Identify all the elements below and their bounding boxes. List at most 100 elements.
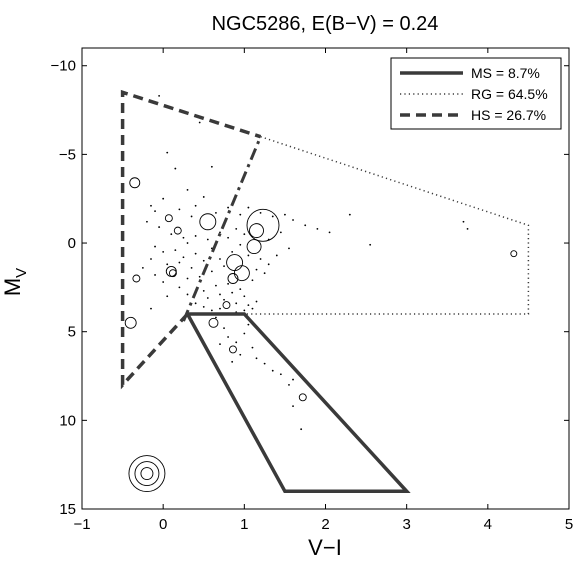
star-point xyxy=(271,369,274,372)
star-point xyxy=(210,165,213,168)
star-point xyxy=(154,245,156,248)
star-point xyxy=(231,251,234,253)
star-point xyxy=(190,215,193,218)
star-point xyxy=(186,277,189,280)
y-tick-label: −5 xyxy=(59,146,76,163)
star-point xyxy=(263,362,266,365)
star-point xyxy=(255,268,258,271)
star-circle xyxy=(227,273,239,284)
star-point xyxy=(369,243,372,246)
star-point xyxy=(150,204,152,207)
star-point xyxy=(174,167,177,170)
star-point xyxy=(186,188,189,191)
star-point xyxy=(231,360,234,363)
star-circle xyxy=(222,301,231,310)
star-point xyxy=(259,211,262,214)
legend-label-ms: MS = 8.7% xyxy=(471,65,540,81)
star-circle xyxy=(229,345,237,354)
star-point xyxy=(247,304,250,306)
star-point xyxy=(178,208,181,211)
x-tick-label: 5 xyxy=(565,516,573,533)
star-point xyxy=(162,197,165,200)
star-point xyxy=(247,323,250,326)
star-point xyxy=(227,282,230,285)
x-tick-label: −1 xyxy=(73,516,90,533)
star-point xyxy=(243,233,246,236)
star-point xyxy=(227,336,230,338)
star-point xyxy=(215,316,217,319)
star-point xyxy=(202,196,205,198)
marks-layer xyxy=(124,94,518,492)
star-point xyxy=(154,210,156,213)
star-circle xyxy=(128,455,166,492)
star-point xyxy=(170,233,173,236)
star-point xyxy=(141,266,144,269)
star-point xyxy=(194,204,197,207)
star-circle xyxy=(168,269,177,278)
star-point xyxy=(255,300,258,303)
star-point xyxy=(292,219,294,221)
star-circle xyxy=(173,226,182,235)
y-tick-label: 10 xyxy=(59,412,76,429)
star-point xyxy=(223,327,225,330)
star-point xyxy=(202,305,205,308)
star-point xyxy=(466,227,469,230)
star-point xyxy=(178,261,181,264)
star-point xyxy=(462,220,465,223)
star-point xyxy=(202,259,205,262)
star-point xyxy=(210,270,213,273)
star-point xyxy=(206,297,209,299)
x-tick-label: 3 xyxy=(402,516,410,533)
star-circle xyxy=(124,316,137,329)
star-point xyxy=(235,341,238,344)
star-point xyxy=(166,295,169,298)
y-axis-title-main: M xyxy=(0,278,25,296)
star-point xyxy=(243,309,246,312)
star-point xyxy=(263,272,266,275)
star-point xyxy=(162,251,165,253)
star-point xyxy=(223,265,225,267)
star-point xyxy=(267,263,270,266)
star-point xyxy=(259,258,262,260)
legend-label-rg: RG = 64.5% xyxy=(471,86,548,102)
star-circle xyxy=(208,317,219,328)
star-point xyxy=(251,279,254,282)
star-point xyxy=(219,307,221,310)
y-tick-label: 15 xyxy=(59,501,76,518)
star-point xyxy=(328,231,331,234)
star-circle xyxy=(164,214,173,223)
star-point xyxy=(279,373,282,376)
legend-box xyxy=(390,57,562,130)
x-axis-title: V−I xyxy=(308,535,342,560)
star-point xyxy=(219,231,221,234)
x-tick-label: 0 xyxy=(159,516,167,533)
star-circle xyxy=(249,223,264,239)
star-circle xyxy=(510,250,518,258)
star-point xyxy=(174,249,177,252)
star-point xyxy=(194,252,197,255)
star-point xyxy=(304,224,307,227)
regions-layer xyxy=(120,89,530,494)
star-point xyxy=(247,254,250,257)
legend-label-hs: HS = 26.7% xyxy=(471,107,546,123)
star-point xyxy=(158,226,161,228)
star-circle xyxy=(199,213,217,231)
star-point xyxy=(202,290,205,292)
star-point xyxy=(206,238,209,241)
star-point xyxy=(194,235,197,237)
star-point xyxy=(279,231,282,234)
star-point xyxy=(223,298,225,301)
star-point xyxy=(178,286,181,289)
star-point xyxy=(288,383,290,386)
star-point xyxy=(219,258,221,260)
x-tick-label: 2 xyxy=(321,516,329,533)
star-circle xyxy=(246,239,262,255)
star-point xyxy=(271,215,274,218)
region-hs xyxy=(120,89,262,390)
star-point xyxy=(348,213,351,216)
star-point xyxy=(284,213,286,216)
region-divider xyxy=(182,136,262,322)
star-point xyxy=(182,256,185,259)
